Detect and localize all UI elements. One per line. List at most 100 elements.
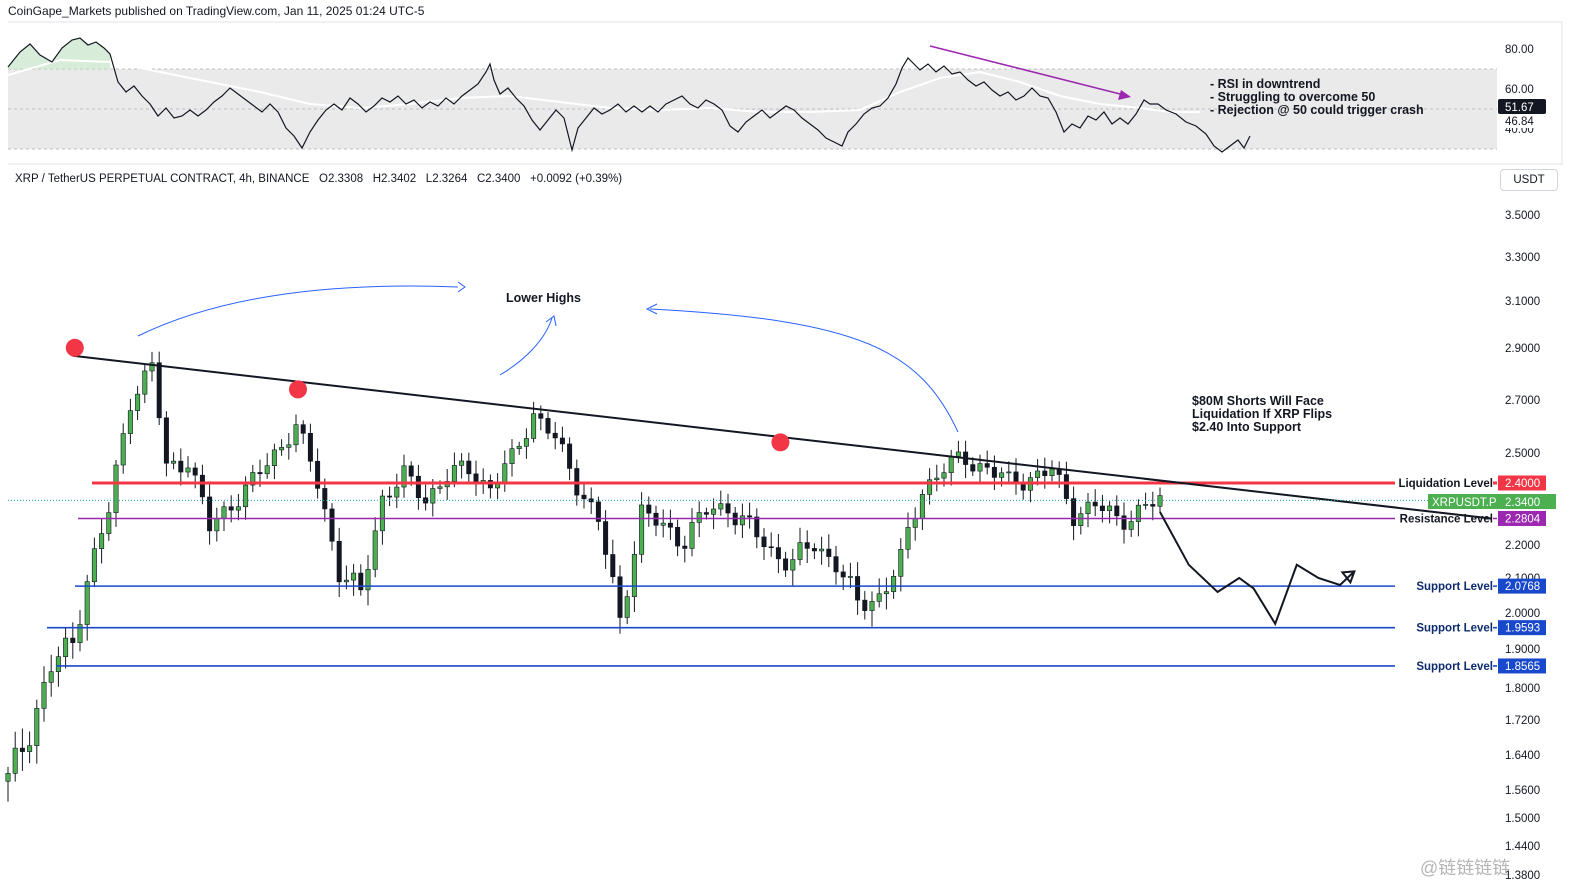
candle-body [365, 569, 371, 591]
candle-body [941, 472, 947, 479]
candle-body [142, 370, 148, 395]
price-tick-label: 2.9000 [1505, 343, 1540, 355]
level-label: Liquidation Level [1398, 478, 1493, 490]
candle-body [725, 503, 731, 514]
candle-body [12, 747, 18, 774]
candle-body [387, 495, 393, 498]
candle-body [862, 599, 868, 611]
candle-body [63, 637, 69, 658]
candle-body [502, 463, 508, 484]
candle-body [480, 480, 486, 485]
price-tick-label: 1.8000 [1505, 683, 1540, 695]
symbol-name[interactable]: XRP / TetherUS PERPETUAL CONTRACT, 4h, B… [15, 173, 310, 185]
candle-body [394, 486, 400, 498]
candle-body [538, 413, 544, 419]
candle-body [351, 572, 357, 581]
candle-body [754, 516, 760, 538]
currency-unit-button[interactable]: USDT [1500, 169, 1558, 191]
swing-high-marker [771, 433, 790, 452]
candle-body [41, 682, 47, 709]
candle-body [214, 518, 220, 532]
price-tick-label: 2.5000 [1505, 448, 1540, 460]
current-price-badge [1498, 494, 1556, 509]
candle-body [1078, 513, 1084, 527]
level-label: Support Level [1416, 661, 1493, 673]
candle-body [235, 506, 241, 511]
candle-body [473, 473, 479, 485]
candle-body [523, 438, 529, 447]
candle-body [905, 527, 911, 550]
current-price-value: 2.3400 [1505, 497, 1540, 509]
candle-body [156, 362, 162, 419]
shorts-note-3: $2.40 Into Support [1192, 420, 1302, 434]
level-label-bg [1395, 619, 1493, 635]
lower-highs-arrow-3-head [645, 303, 658, 315]
symbol-price-badge [1428, 494, 1498, 509]
candle-body [768, 546, 774, 549]
candle-body [847, 576, 853, 578]
candle-body [106, 512, 112, 534]
rsi-note-1: - RSI in downtrend [1210, 77, 1320, 91]
candle-body [430, 488, 436, 504]
rsi-note-2: - Struggling to overcome 50 [1210, 90, 1375, 104]
price-tick-label: 3.1000 [1505, 296, 1540, 308]
candle-body [819, 548, 825, 552]
candle-body [891, 576, 897, 592]
candle-body [55, 656, 61, 672]
candle-body [747, 515, 753, 518]
rsi-panel[interactable]: - RSI in downtrend - Struggling to overc… [0, 0, 1570, 165]
candle-body [639, 504, 645, 555]
candle-body [833, 556, 839, 573]
rsi-downtrend-arrow [929, 45, 1125, 96]
candle-body [415, 475, 421, 499]
level-label: Support Level [1416, 581, 1493, 593]
rsi-tick-80: 80.00 [1505, 44, 1534, 56]
candle-body [559, 437, 565, 445]
candle-body [783, 558, 789, 571]
candle-body [790, 559, 796, 571]
price-tick-label: 2.2000 [1505, 540, 1540, 552]
level-price-value: 1.9593 [1505, 623, 1540, 635]
candle-body [919, 494, 925, 519]
candle-body [207, 496, 213, 532]
candle-body [912, 518, 918, 528]
level-lines: Liquidation Level 2.4000 Resistance Level 2… [47, 475, 1546, 674]
candle-body [315, 460, 321, 489]
candle-body [5, 773, 11, 782]
candle-body [711, 508, 717, 515]
candle-body [963, 451, 969, 465]
candle-body [883, 591, 889, 595]
candle-body [264, 465, 270, 475]
swing-high-marker [289, 380, 307, 399]
candle-body [113, 464, 119, 513]
candle-body [927, 479, 933, 495]
candle-body [574, 468, 580, 496]
candle-body [999, 472, 1005, 478]
rsi-current-value: 51.67 [1505, 102, 1534, 114]
candle-body [1099, 505, 1105, 511]
level-price-value: 2.4000 [1505, 478, 1540, 490]
candle-body [675, 526, 681, 547]
ohlc-high: H2.3402 [372, 173, 417, 185]
candle-body [1121, 515, 1127, 530]
candle-body [192, 467, 198, 476]
lower-highs-arrow-3 [649, 308, 959, 433]
candle-body [869, 601, 875, 611]
candle-body [444, 481, 450, 488]
candle-body [840, 571, 846, 578]
candle-body [336, 540, 342, 583]
candle-body [77, 624, 83, 643]
level-label-bg [1395, 578, 1493, 594]
price-tick-label: 1.6400 [1505, 750, 1540, 762]
candle-body [34, 708, 40, 746]
candle-body [660, 522, 666, 526]
candle-body [1085, 501, 1091, 514]
candle-body [855, 576, 861, 601]
candle-body [804, 542, 810, 549]
price-tick-label: 1.9000 [1505, 644, 1540, 656]
rsi-ma-badge [1498, 114, 1546, 128]
candle-body [466, 460, 472, 475]
level-price-badge [1498, 578, 1546, 594]
candle-body [401, 465, 407, 488]
candle-body [199, 474, 205, 498]
